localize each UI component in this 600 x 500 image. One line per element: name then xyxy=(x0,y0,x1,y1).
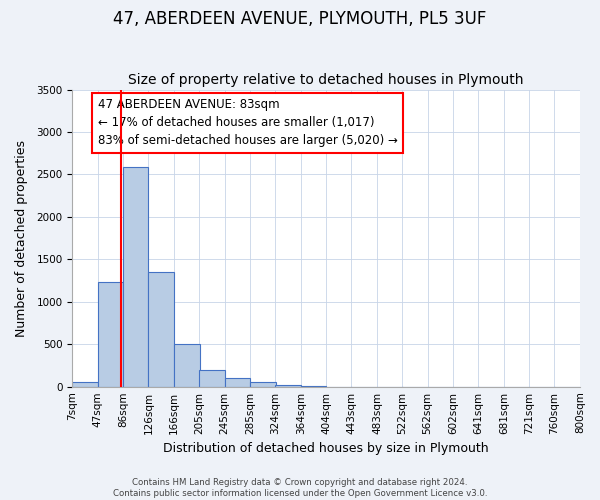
Bar xyxy=(224,378,250,386)
Bar xyxy=(148,272,174,386)
Bar xyxy=(250,382,276,386)
Text: 47, ABERDEEN AVENUE, PLYMOUTH, PL5 3UF: 47, ABERDEEN AVENUE, PLYMOUTH, PL5 3UF xyxy=(113,10,487,28)
Bar xyxy=(275,385,301,386)
Bar xyxy=(123,167,148,386)
Bar xyxy=(174,344,200,387)
Text: 47 ABERDEEN AVENUE: 83sqm
← 17% of detached houses are smaller (1,017)
83% of se: 47 ABERDEEN AVENUE: 83sqm ← 17% of detac… xyxy=(98,98,398,148)
X-axis label: Distribution of detached houses by size in Plymouth: Distribution of detached houses by size … xyxy=(163,442,489,455)
Title: Size of property relative to detached houses in Plymouth: Size of property relative to detached ho… xyxy=(128,73,524,87)
Bar xyxy=(98,282,124,387)
Bar xyxy=(199,370,224,386)
Text: Contains HM Land Registry data © Crown copyright and database right 2024.
Contai: Contains HM Land Registry data © Crown c… xyxy=(113,478,487,498)
Y-axis label: Number of detached properties: Number of detached properties xyxy=(15,140,28,336)
Bar xyxy=(73,382,98,386)
